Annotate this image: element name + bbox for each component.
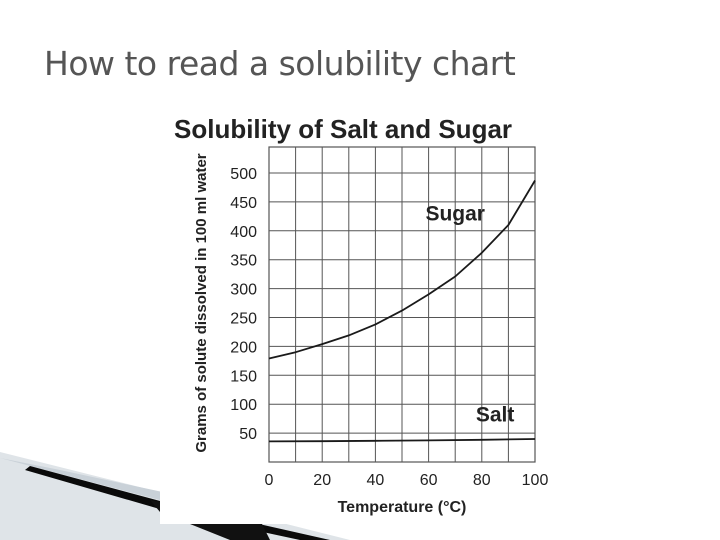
- y-tick-label: 300: [230, 282, 257, 299]
- y-tick-label: 50: [239, 426, 257, 443]
- y-tick-label: 100: [230, 397, 257, 414]
- chart-background: [160, 104, 560, 524]
- solubility-chart: Solubility of Salt and Sugar Grams of so…: [160, 104, 560, 524]
- x-tick-label: 80: [473, 472, 491, 489]
- decor-dark-stripe: [25, 466, 330, 540]
- slide-title: How to read a solubility chart: [44, 44, 516, 83]
- chart-grid: [268, 146, 536, 463]
- y-axis-label: Grams of solute dissolved in 100 ml wate…: [193, 153, 210, 452]
- y-tick-label: 200: [230, 339, 257, 356]
- x-tick-label: 60: [420, 472, 438, 489]
- plot-frame: [268, 146, 536, 463]
- y-tick-label: 350: [230, 253, 257, 270]
- chart-series: [268, 180, 536, 443]
- y-tick-label: 500: [230, 166, 257, 183]
- chart-labels: 0 20 40 60 80 100 50 100 150 200 250 300 350 400 450 50…: [230, 166, 548, 489]
- series-label-salt: Salt: [476, 404, 515, 427]
- series-line-salt: [268, 438, 536, 443]
- decor-light-band: [0, 458, 200, 500]
- y-tick-label: 400: [230, 224, 257, 241]
- x-tick-label: 20: [313, 472, 331, 489]
- x-tick-label: 100: [522, 472, 549, 489]
- x-tick-label: 0: [265, 472, 274, 489]
- y-tick-label: 150: [230, 368, 257, 385]
- y-tick-label: 250: [230, 311, 257, 328]
- x-axis-label: Temperature (°C): [338, 499, 467, 516]
- x-tick-label: 40: [367, 472, 385, 489]
- series-line-sugar: [268, 180, 536, 360]
- chart-title: Solubility of Salt and Sugar: [174, 114, 512, 144]
- series-label-sugar: Sugar: [425, 202, 485, 225]
- y-tick-label: 450: [230, 195, 257, 212]
